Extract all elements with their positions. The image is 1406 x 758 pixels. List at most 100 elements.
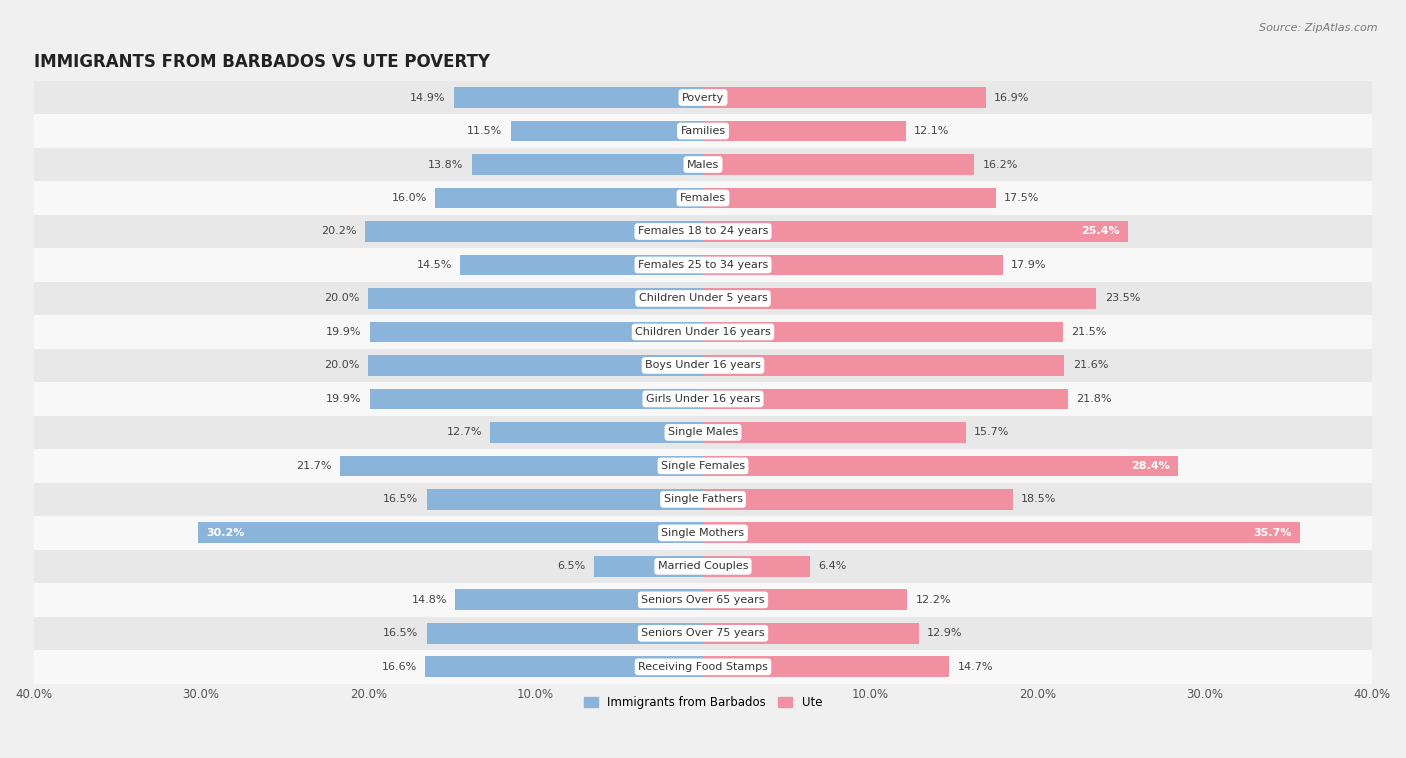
Text: 12.7%: 12.7%	[447, 428, 482, 437]
Bar	[34, 550, 1372, 583]
Bar	[703, 456, 1178, 476]
Text: 20.0%: 20.0%	[325, 361, 360, 371]
Text: Males: Males	[688, 159, 718, 170]
Text: 25.4%: 25.4%	[1081, 227, 1119, 236]
Bar	[34, 449, 1372, 483]
Text: 14.9%: 14.9%	[409, 92, 446, 102]
Bar	[472, 154, 703, 175]
Text: 28.4%: 28.4%	[1132, 461, 1170, 471]
Bar	[703, 355, 1064, 376]
Bar	[703, 590, 907, 610]
Text: 13.8%: 13.8%	[429, 159, 464, 170]
Bar	[703, 188, 995, 208]
Text: 16.5%: 16.5%	[384, 628, 419, 638]
Bar	[34, 382, 1372, 415]
Bar	[703, 321, 1063, 343]
Bar	[703, 656, 949, 677]
Text: 21.8%: 21.8%	[1076, 394, 1112, 404]
Bar	[368, 355, 703, 376]
Text: 19.9%: 19.9%	[326, 327, 361, 337]
Text: Single Fathers: Single Fathers	[664, 494, 742, 504]
Text: Poverty: Poverty	[682, 92, 724, 102]
Text: Females 25 to 34 years: Females 25 to 34 years	[638, 260, 768, 270]
Text: 14.8%: 14.8%	[412, 595, 447, 605]
Text: Single Males: Single Males	[668, 428, 738, 437]
Text: Children Under 16 years: Children Under 16 years	[636, 327, 770, 337]
Bar	[703, 121, 905, 142]
Bar	[34, 516, 1372, 550]
Text: 21.6%: 21.6%	[1073, 361, 1108, 371]
Text: 12.2%: 12.2%	[915, 595, 950, 605]
Text: 16.2%: 16.2%	[983, 159, 1018, 170]
Text: 20.2%: 20.2%	[321, 227, 357, 236]
Text: IMMIGRANTS FROM BARBADOS VS UTE POVERTY: IMMIGRANTS FROM BARBADOS VS UTE POVERTY	[34, 53, 489, 71]
Text: 17.5%: 17.5%	[1004, 193, 1039, 203]
Text: Girls Under 16 years: Girls Under 16 years	[645, 394, 761, 404]
Bar	[34, 248, 1372, 282]
Bar	[34, 583, 1372, 616]
Bar	[370, 321, 703, 343]
Bar	[703, 556, 810, 577]
Bar	[703, 489, 1012, 510]
Bar	[491, 422, 703, 443]
Text: 18.5%: 18.5%	[1021, 494, 1056, 504]
Bar	[703, 255, 1002, 275]
Bar	[703, 288, 1097, 309]
Text: Females: Females	[681, 193, 725, 203]
Bar	[427, 489, 703, 510]
Text: Seniors Over 65 years: Seniors Over 65 years	[641, 595, 765, 605]
Bar	[703, 522, 1301, 543]
Bar	[436, 188, 703, 208]
Text: 14.7%: 14.7%	[957, 662, 993, 672]
Bar	[34, 616, 1372, 650]
Text: 19.9%: 19.9%	[326, 394, 361, 404]
Text: Single Females: Single Females	[661, 461, 745, 471]
Text: 21.5%: 21.5%	[1071, 327, 1107, 337]
Bar	[370, 389, 703, 409]
Text: 6.5%: 6.5%	[558, 562, 586, 572]
Text: Seniors Over 75 years: Seniors Over 75 years	[641, 628, 765, 638]
Text: 16.9%: 16.9%	[994, 92, 1029, 102]
Bar	[340, 456, 703, 476]
Bar	[34, 415, 1372, 449]
Text: 11.5%: 11.5%	[467, 126, 502, 136]
Text: 16.5%: 16.5%	[384, 494, 419, 504]
Bar	[703, 221, 1128, 242]
Bar	[703, 623, 920, 644]
Text: 12.1%: 12.1%	[914, 126, 949, 136]
Bar	[460, 255, 703, 275]
Bar	[34, 349, 1372, 382]
Bar	[34, 181, 1372, 215]
Text: Single Mothers: Single Mothers	[661, 528, 745, 538]
Bar	[366, 221, 703, 242]
Bar	[34, 315, 1372, 349]
Bar	[454, 87, 703, 108]
Text: Boys Under 16 years: Boys Under 16 years	[645, 361, 761, 371]
Text: Receiving Food Stamps: Receiving Food Stamps	[638, 662, 768, 672]
Bar	[34, 81, 1372, 114]
Bar	[595, 556, 703, 577]
Text: Families: Families	[681, 126, 725, 136]
Text: 15.7%: 15.7%	[974, 428, 1010, 437]
Bar	[34, 282, 1372, 315]
Text: 30.2%: 30.2%	[205, 528, 245, 538]
Text: 35.7%: 35.7%	[1254, 528, 1292, 538]
Text: Children Under 5 years: Children Under 5 years	[638, 293, 768, 303]
Text: 21.7%: 21.7%	[295, 461, 332, 471]
Bar	[425, 656, 703, 677]
Bar	[368, 288, 703, 309]
Text: 16.6%: 16.6%	[381, 662, 416, 672]
Bar	[703, 389, 1067, 409]
Bar	[34, 650, 1372, 684]
Bar	[427, 623, 703, 644]
Text: 20.0%: 20.0%	[325, 293, 360, 303]
Bar	[510, 121, 703, 142]
Bar	[34, 148, 1372, 181]
Bar	[703, 422, 966, 443]
Bar	[703, 154, 974, 175]
Text: 12.9%: 12.9%	[928, 628, 963, 638]
Text: 6.4%: 6.4%	[818, 562, 846, 572]
Text: Married Couples: Married Couples	[658, 562, 748, 572]
Bar	[198, 522, 703, 543]
Text: 23.5%: 23.5%	[1105, 293, 1140, 303]
